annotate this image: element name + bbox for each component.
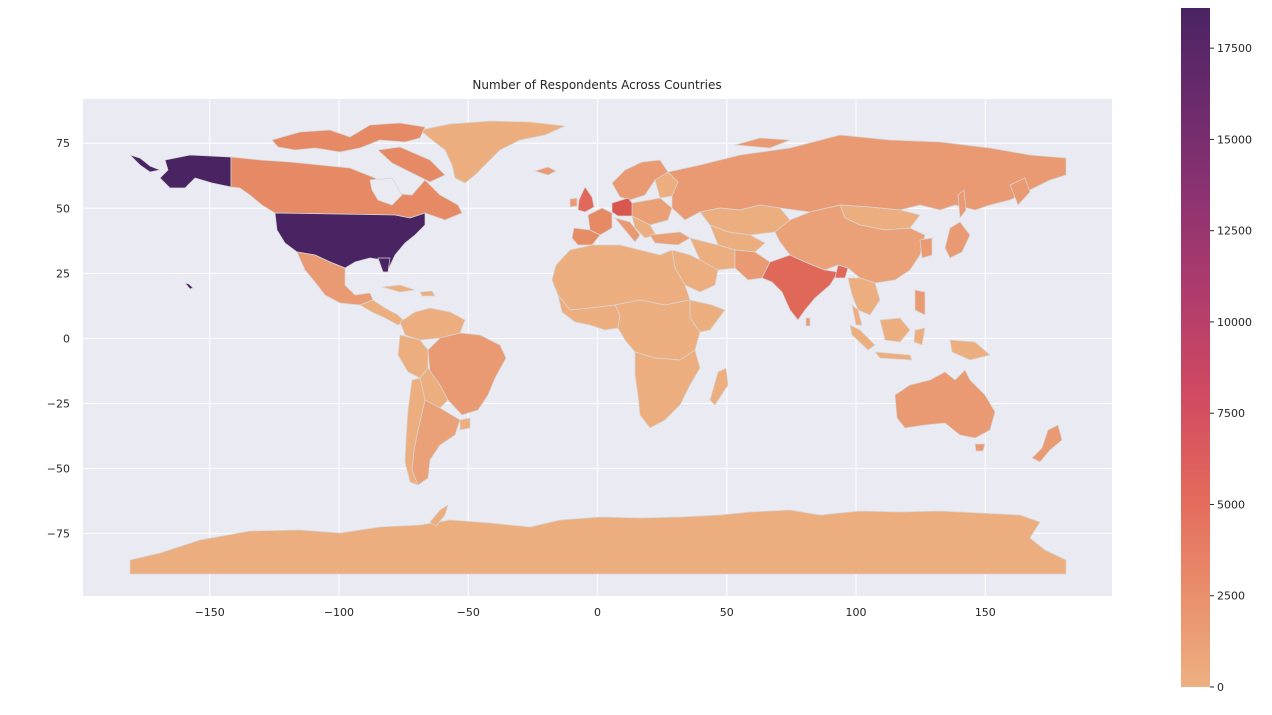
colorbar-tick-label: 10000 (1217, 316, 1252, 329)
region-mexico (296, 251, 374, 306)
region-alaska (159, 154, 232, 189)
region-sulawesi (913, 327, 926, 346)
region-iceland (534, 166, 557, 176)
region-baffin-island (377, 146, 446, 183)
x-tick-label: 100 (846, 606, 867, 619)
region-canada (230, 156, 463, 221)
country-shapes (129, 120, 1067, 575)
region-greenland (419, 120, 566, 184)
region-ireland (569, 197, 578, 208)
colorbar-tick-label: 7500 (1217, 407, 1245, 420)
region-antarctic-peninsula (429, 504, 449, 527)
region-java (874, 351, 913, 361)
region-aleutians (129, 154, 161, 173)
region-antarctica (129, 509, 1067, 575)
colorbar (1181, 8, 1210, 687)
region-china (774, 204, 926, 284)
region-sri-lanka (805, 317, 811, 327)
x-tick-label: 150 (975, 606, 996, 619)
region-sumatra (849, 324, 876, 351)
region-new-guinea (949, 339, 991, 361)
region-indochina (847, 277, 881, 316)
colorbar-tick-label: 2500 (1217, 590, 1245, 603)
y-tick-label: −25 (47, 397, 70, 410)
region-balkans (631, 215, 657, 239)
region-madagascar (709, 367, 729, 406)
colorbar-tick-label: 0 (1217, 681, 1224, 694)
region-uruguay (459, 417, 471, 431)
x-tick-label: −100 (324, 606, 354, 619)
chart-title: Number of Respondents Across Countries (472, 78, 721, 92)
region-southern-africa (634, 349, 701, 429)
y-tick-label: −50 (47, 462, 70, 475)
region-hawaii (184, 282, 194, 290)
region-russian-arctic-islands (734, 137, 791, 149)
region-chile (404, 377, 426, 486)
region-colombia-venezuela (399, 307, 466, 341)
region-turkey (649, 231, 691, 246)
colorbar-tick-label: 12500 (1217, 225, 1252, 238)
y-tick-label: 25 (56, 267, 70, 280)
colorbar-tick-label: 5000 (1217, 498, 1245, 511)
axis-tick-labels: −150 −100 −50 0 50 100 150 75 50 25 0 −25 −50 −75 (47, 137, 996, 619)
region-malaysia-peninsula (851, 304, 863, 326)
y-tick-label: 0 (63, 332, 70, 345)
region-north-africa (551, 244, 691, 311)
region-canada-arctic (271, 122, 426, 153)
region-italy (614, 217, 641, 243)
x-tick-label: −50 (457, 606, 480, 619)
region-australia (894, 369, 996, 439)
region-sakhalin (957, 189, 967, 219)
region-new-zealand (1031, 424, 1063, 463)
region-philippines (914, 289, 926, 316)
y-tick-label: 50 (56, 202, 70, 215)
y-tick-label: −75 (47, 528, 70, 541)
region-florida (377, 257, 391, 273)
x-tick-label: 50 (720, 606, 734, 619)
region-hudson-bay (369, 177, 403, 206)
x-tick-label: 0 (594, 606, 601, 619)
colorbar-tick-label: 17500 (1217, 42, 1252, 55)
y-tick-label: 75 (56, 137, 70, 150)
region-kamchatka (1009, 177, 1031, 206)
region-japan (944, 221, 971, 259)
region-uk (577, 186, 595, 213)
region-hispaniola (419, 290, 436, 297)
colorbar-ticks: 0 2500 5000 7500 10000 12500 15000 17500 (1210, 42, 1252, 694)
region-tasmania (974, 443, 986, 452)
colorbar-tick-label: 15000 (1217, 133, 1252, 146)
region-cuba (381, 284, 416, 293)
x-tick-label: −150 (195, 606, 225, 619)
region-korea (919, 237, 933, 259)
region-borneo (879, 317, 911, 343)
